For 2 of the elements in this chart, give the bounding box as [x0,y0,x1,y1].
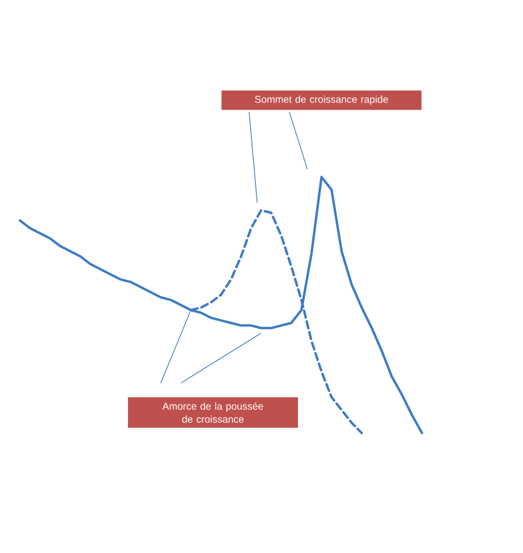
text: Sommet de croissance rapide [254,96,388,105]
annotation: Amorce de la poussée de croissance [162,402,264,423]
